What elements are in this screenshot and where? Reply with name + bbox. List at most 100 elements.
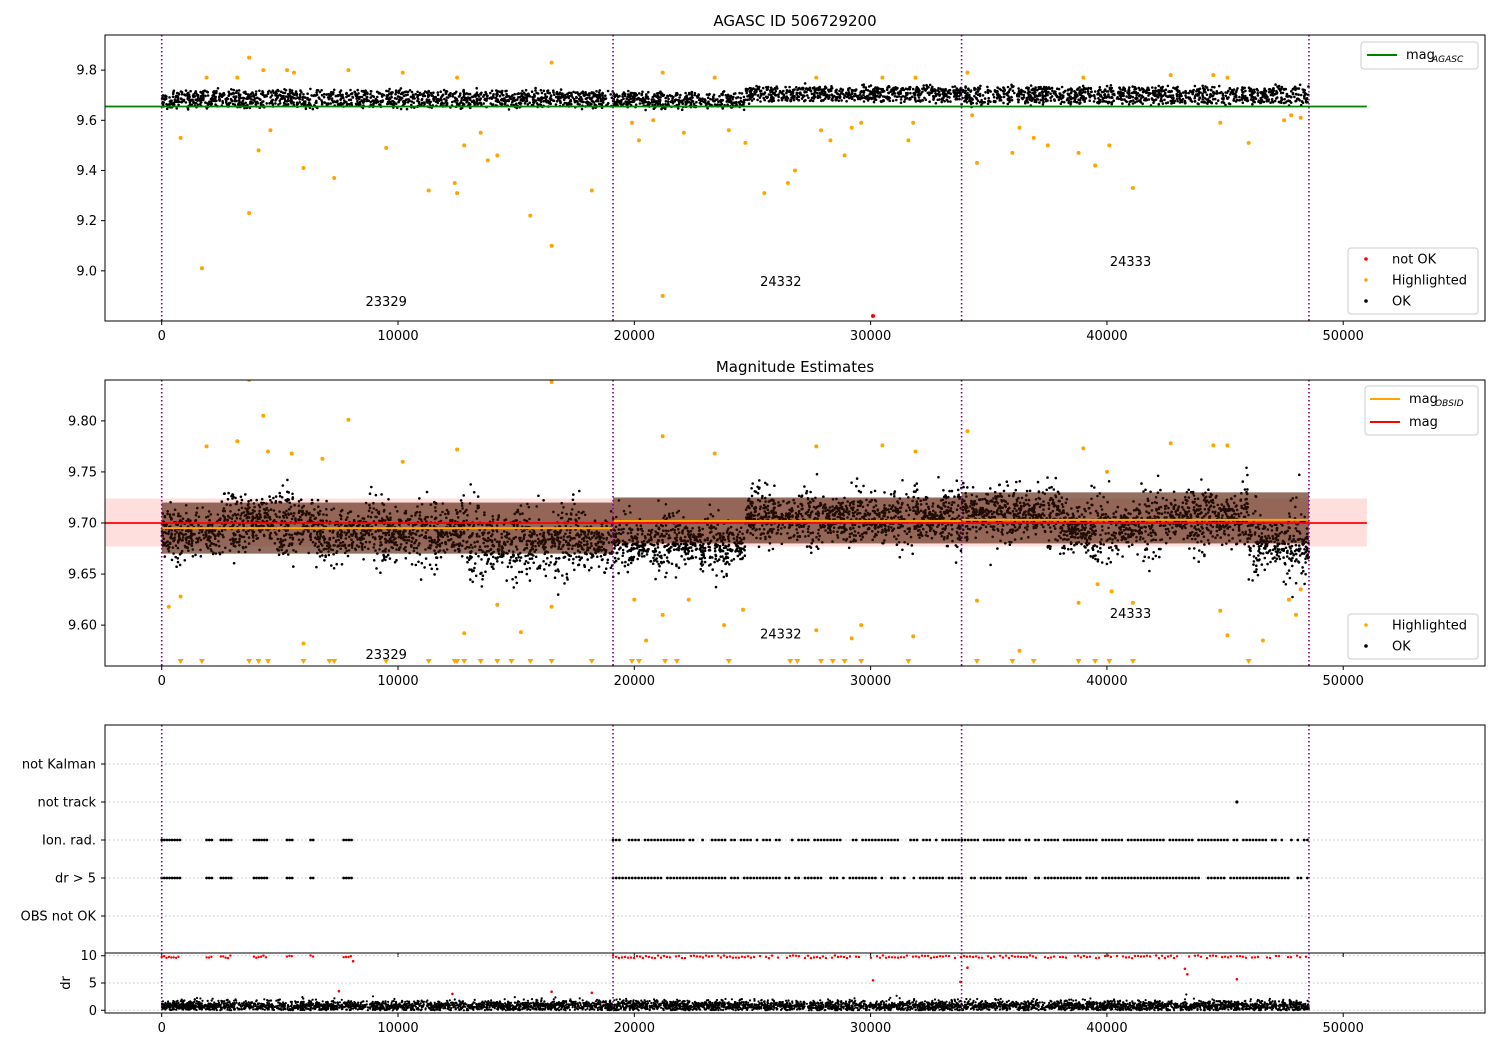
ok-point (850, 90, 854, 94)
ok-point (848, 93, 852, 97)
highlighted-point (660, 293, 665, 298)
ok-point (885, 88, 889, 91)
ok-point (259, 103, 263, 106)
ok-point (927, 86, 930, 89)
ok-point (847, 91, 851, 94)
ok-point (1173, 87, 1177, 90)
ok-point (831, 96, 835, 99)
ok-point (752, 97, 756, 101)
ok-point (993, 89, 997, 92)
ok-point (584, 91, 587, 94)
ok-point (720, 102, 724, 106)
ok-point (199, 100, 202, 103)
highlighted-point (1010, 150, 1015, 155)
ok-point (1038, 101, 1041, 104)
ok-point (865, 95, 868, 99)
ok-point (1041, 103, 1045, 106)
ok-point (771, 88, 775, 91)
ok-point (558, 99, 562, 103)
ok-point (1093, 94, 1096, 98)
ok-point (953, 85, 957, 88)
ok-point (356, 88, 360, 92)
ok-point (1202, 90, 1206, 94)
ok-point (314, 101, 317, 104)
ok-point (355, 96, 359, 100)
ok-point (388, 97, 392, 100)
ok-point (932, 98, 935, 101)
ok-point (1068, 96, 1072, 100)
ok-point (976, 90, 980, 93)
ok-point (626, 93, 630, 96)
highlighted-point (1168, 73, 1173, 78)
ok-point (1119, 97, 1123, 100)
ok-point (1198, 87, 1202, 90)
ok-point (872, 93, 875, 97)
ok-point (1152, 93, 1155, 97)
ok-point (1013, 91, 1016, 95)
ok-point (669, 100, 673, 104)
ok-point (1125, 95, 1128, 98)
ok-point (232, 88, 235, 92)
ok-point (964, 85, 967, 88)
ok-point (238, 96, 241, 100)
ok-point (318, 555, 322, 558)
highlighted-point (859, 120, 864, 125)
ok-point (798, 92, 802, 96)
ok-point (791, 88, 795, 92)
ok-point (183, 559, 187, 562)
ok-point (325, 499, 328, 503)
ok-point (666, 94, 669, 98)
ok-point (283, 91, 287, 95)
ok-point (292, 565, 295, 568)
ok-point (358, 100, 362, 104)
ok-point (423, 566, 426, 569)
ok-point (1279, 91, 1283, 95)
ok-point (1073, 100, 1077, 103)
legend-dot-swatch (1364, 299, 1368, 303)
ok-point (256, 96, 259, 100)
ok-point (1035, 98, 1038, 101)
ok-point (738, 91, 741, 95)
ok-point (478, 99, 482, 102)
ok-point (173, 99, 177, 103)
ok-point (1203, 100, 1206, 103)
ok-point (345, 91, 348, 95)
ok-point (856, 95, 860, 99)
highlighted-point (178, 135, 183, 140)
ok-point (659, 90, 662, 93)
ok-point (544, 95, 547, 98)
ok-point (1044, 92, 1048, 96)
ok-point (1036, 88, 1039, 92)
ok-point (634, 103, 638, 106)
ok-point (1051, 89, 1054, 93)
ok-point (626, 101, 630, 105)
ok-point (403, 100, 406, 103)
ok-point (471, 95, 475, 99)
ok-point (539, 103, 542, 106)
ok-point (485, 94, 489, 98)
ok-point (232, 95, 235, 98)
ok-point (660, 93, 663, 97)
ok-point (1138, 93, 1142, 97)
ok-point (754, 92, 757, 96)
ok-point (1073, 96, 1076, 99)
ok-point (864, 88, 868, 92)
ok-point (1161, 102, 1165, 105)
ok-point (1077, 98, 1080, 101)
ok-point (891, 93, 894, 96)
ok-point (362, 558, 365, 561)
ok-point (323, 101, 327, 104)
ok-point (1197, 102, 1200, 106)
ok-point (205, 90, 208, 93)
ok-point (245, 97, 248, 101)
ok-point (934, 92, 937, 95)
ok-point (1266, 95, 1269, 99)
ok-point (678, 99, 681, 103)
ok-point (582, 100, 585, 104)
ok-point (394, 92, 397, 96)
ok-point (390, 100, 393, 103)
ok-point (290, 99, 293, 103)
ok-point (686, 98, 689, 102)
ok-point (1220, 101, 1224, 104)
